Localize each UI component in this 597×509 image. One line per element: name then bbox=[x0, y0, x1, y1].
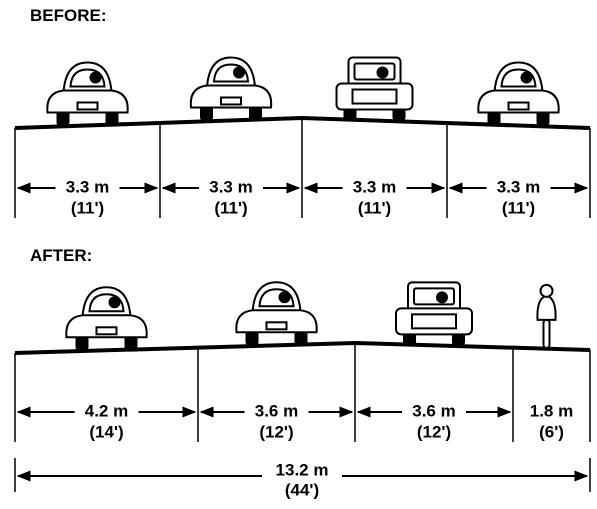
plate bbox=[221, 97, 241, 104]
lane-width: 3.3 m bbox=[497, 177, 540, 196]
window bbox=[414, 288, 454, 304]
car bbox=[236, 282, 316, 344]
lane-width: 3.3 m bbox=[66, 177, 109, 196]
wheel bbox=[544, 320, 550, 348]
section-title: BEFORE: bbox=[30, 6, 107, 25]
lane-width-imperial: (11') bbox=[214, 198, 247, 217]
lane-width: 3.6 m bbox=[412, 401, 455, 420]
car bbox=[66, 287, 146, 349]
driver bbox=[91, 72, 101, 82]
driver bbox=[437, 292, 447, 302]
lane-width: 4.2 m bbox=[85, 401, 128, 420]
lane-width-imperial: (6') bbox=[539, 422, 564, 441]
lane-width: 3.6 m bbox=[255, 401, 298, 420]
bike bbox=[537, 285, 555, 348]
lane-width-imperial: (12') bbox=[259, 422, 293, 441]
window bbox=[355, 64, 395, 80]
diagram: BEFORE: AFTER: 3.3 m (11') 3.3 m (11') 3.3 m… bbox=[0, 0, 597, 504]
plate bbox=[78, 102, 98, 109]
plate bbox=[267, 322, 287, 329]
lane-width: 1.8 m bbox=[530, 401, 573, 420]
lane-width-imperial: (11') bbox=[71, 198, 104, 217]
total-width-imperial: (44') bbox=[285, 480, 319, 499]
plate bbox=[509, 103, 529, 110]
plate bbox=[97, 327, 117, 334]
lane-width-imperial: (14') bbox=[89, 422, 123, 441]
total-width: 13.2 m bbox=[276, 460, 329, 479]
lane-width-imperial: (11') bbox=[358, 198, 391, 217]
car bbox=[47, 62, 127, 124]
head bbox=[541, 285, 553, 297]
driver bbox=[280, 292, 290, 302]
lane-width-imperial: (11') bbox=[502, 198, 535, 217]
truck bbox=[337, 58, 413, 120]
car bbox=[191, 57, 271, 119]
car bbox=[478, 63, 558, 125]
lane-width: 3.3 m bbox=[353, 177, 396, 196]
lane-width: 3.3 m bbox=[209, 177, 252, 196]
driver bbox=[234, 67, 244, 77]
driver bbox=[110, 297, 120, 307]
driver bbox=[522, 73, 532, 83]
driver bbox=[378, 68, 388, 78]
grille bbox=[412, 314, 456, 328]
section-title: AFTER: bbox=[30, 246, 92, 265]
lane-width-imperial: (12') bbox=[417, 422, 451, 441]
grille bbox=[353, 90, 397, 104]
truck bbox=[396, 282, 472, 344]
rider bbox=[537, 296, 555, 320]
